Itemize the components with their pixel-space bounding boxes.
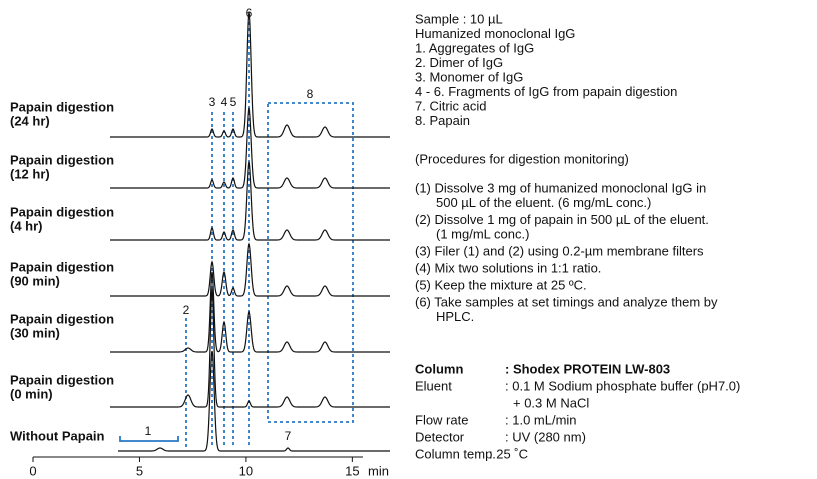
trace-label: Without Papain [10, 428, 105, 443]
trace-label: (0 min) [10, 386, 53, 401]
peak-label: 2 [183, 303, 190, 317]
procedure-line: HPLC. [436, 309, 474, 324]
trace-label: Papain digestion [10, 152, 114, 167]
procedure-line: (2) Dissolve 1 mg of papain in 500 µL of… [415, 212, 709, 227]
trace-label: Papain digestion [10, 204, 114, 219]
procedures-title: (Procedures for digestion monitoring) [415, 151, 629, 166]
trace-label: (90 min) [10, 273, 60, 288]
procedure-line: (1) Dissolve 3 mg of humanized monoclona… [415, 180, 706, 195]
sample-line: 2. Dimer of IgG [415, 55, 503, 70]
condition-value: : 0.1 M Sodium phosphate buffer (pH7.0) [505, 378, 740, 393]
trace [110, 242, 390, 297]
trace-label: (24 hr) [10, 113, 50, 128]
condition-value: + 0.3 M NaCl [513, 395, 589, 410]
procedure-line: (1 mg/mL conc.) [436, 226, 529, 241]
trace-label: Papain digestion [10, 259, 114, 274]
trace [110, 271, 390, 353]
trace-label: (30 min) [10, 325, 60, 340]
trace [110, 11, 390, 138]
peak-label: 8 [307, 87, 314, 101]
procedure-line: (5) Keep the mixture at 25 ºC. [415, 277, 587, 292]
sample-line: Humanized monoclonal IgG [415, 26, 575, 41]
condition-value: : UV (280 nm) [505, 429, 586, 444]
papain-box [267, 102, 354, 423]
sample-line: 4 - 6. Fragments of IgG from papain dige… [415, 84, 677, 99]
procedure-line: 500 µL of the eluent. (6 mg/mL conc.) [436, 195, 651, 210]
procedure-line: (4) Mix two solutions in 1:1 ratio. [415, 260, 601, 275]
trace [110, 161, 390, 241]
trace-labels: Papain digestion(24 hr)Papain digestion(… [10, 99, 114, 443]
condition-key: Column [415, 361, 463, 376]
condition-key: Column temp. [415, 446, 496, 461]
condition-key: Detector [415, 429, 465, 444]
condition-value: : 25 ˚C [489, 446, 528, 461]
trace [118, 350, 390, 452]
x-axis-unit: min [368, 463, 389, 478]
peak-label: 5 [230, 95, 237, 109]
x-tick-label: 0 [29, 463, 36, 478]
sample-line: 8. Papain [415, 113, 470, 128]
sample-line: 1. Aggregates of IgG [415, 40, 534, 55]
sample-line: 7. Citric acid [415, 98, 487, 113]
peak-label: 3 [209, 95, 216, 109]
trace [110, 107, 390, 189]
sample-line: Sample : 10 µL [415, 11, 503, 26]
x-tick-label: 15 [345, 463, 359, 478]
sample-line: 3. Monomer of IgG [415, 69, 523, 84]
x-tick-label: 5 [136, 463, 143, 478]
condition-key: Flow rate [415, 412, 468, 427]
peak-label: 1 [145, 424, 152, 438]
peak-label: 7 [285, 429, 292, 443]
trace [110, 288, 390, 408]
trace-label: Papain digestion [10, 372, 114, 387]
condition-key: Eluent [415, 378, 452, 393]
procedure-line: (3) Filer (1) and (2) using 0.2-µm membr… [415, 243, 704, 258]
trace-label: (12 hr) [10, 166, 50, 181]
condition-value: : 1.0 mL/min [505, 412, 577, 427]
peak-label: 4 [221, 95, 228, 109]
condition-value: : Shodex PROTEIN LW-803 [505, 361, 670, 376]
trace-label: Papain digestion [10, 99, 114, 114]
trace-label: (4 hr) [10, 218, 43, 233]
trace-label: Papain digestion [10, 311, 114, 326]
x-tick-label: 10 [239, 463, 253, 478]
aggregate-bracket [119, 436, 179, 442]
procedure-line: (6) Take samples at set timings and anal… [415, 294, 718, 309]
